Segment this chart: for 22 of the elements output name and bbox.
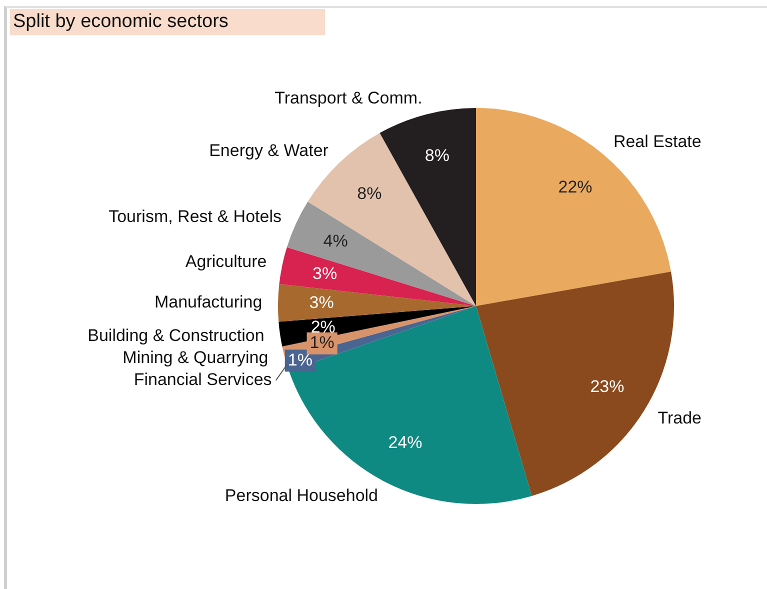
data-label: 23%: [590, 377, 624, 396]
slice-label: Agriculture: [185, 252, 267, 271]
data-label: 24%: [388, 432, 422, 452]
data-label: 8%: [424, 146, 450, 166]
data-label: 22%: [558, 177, 592, 196]
slice-label: Financial Services: [134, 370, 272, 390]
slice-label: Personal Household: [224, 486, 378, 505]
data-label: 1%: [288, 350, 312, 370]
slice-label: Building & Construction: [88, 326, 264, 346]
data-label: 3%: [312, 264, 338, 284]
data-label: 8%: [357, 184, 382, 203]
slice-label: Mining & Quarrying: [122, 348, 268, 368]
data-label: 1%: [310, 333, 334, 352]
slice-label: Manufacturing: [154, 292, 262, 312]
slice-label: Real Estate: [613, 132, 702, 151]
chart-title: Split by economic sectors: [10, 9, 325, 35]
data-label: 4%: [323, 232, 348, 251]
slice-label: Tourism, Rest & Hotels: [108, 206, 282, 226]
slice-label: Transport & Comm.: [274, 88, 422, 108]
slice-label: Trade: [658, 408, 702, 428]
data-label: 3%: [309, 293, 334, 312]
slice-label: Energy & Water: [209, 140, 329, 160]
